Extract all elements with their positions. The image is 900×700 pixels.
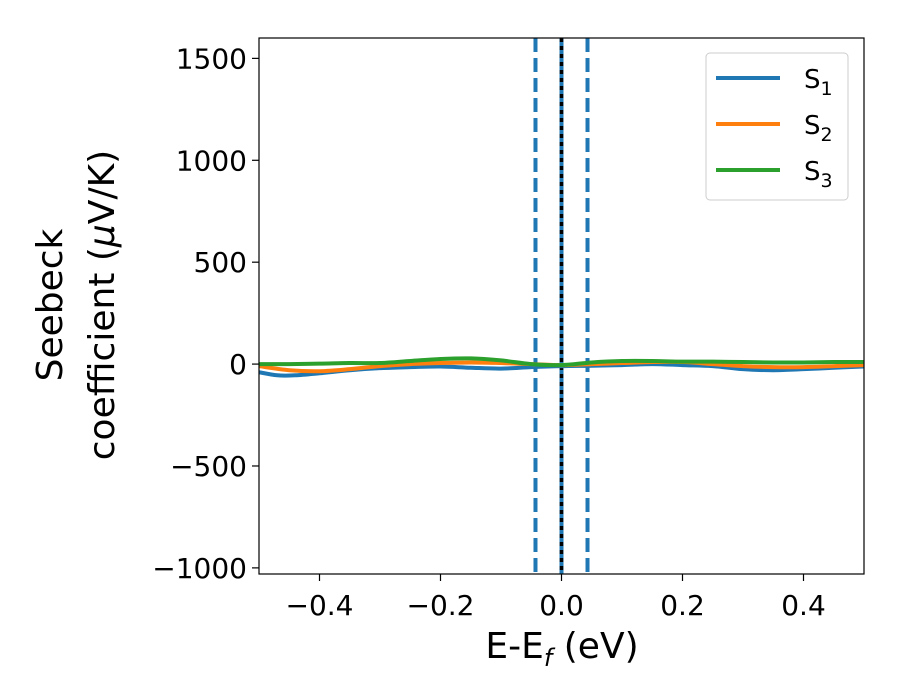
series-line-s3 bbox=[259, 356, 864, 368]
x-tick-label: 0.2 bbox=[660, 589, 705, 622]
y-axis-title-prefix: coefficient ( bbox=[82, 247, 123, 460]
y-tick-label: −1000 bbox=[152, 552, 247, 585]
x-axis-title-tail: (eV) bbox=[552, 626, 638, 667]
y-tick-label: 1500 bbox=[176, 42, 247, 75]
y-axis-ticks: −1000 −500 0 500 1000 1500 bbox=[152, 42, 259, 585]
x-axis-ticks: −0.4 −0.2 0.0 0.2 0.4 bbox=[286, 574, 826, 622]
y-axis-title-suffix: V/K) bbox=[82, 150, 123, 224]
y-axis-title-line1: Seebeck bbox=[30, 228, 71, 381]
y-tick-label: 0 bbox=[229, 348, 247, 381]
y-tick-label: 500 bbox=[194, 246, 247, 279]
x-axis-title: E-Ef (eV) bbox=[485, 626, 638, 672]
legend: S1 S2 S3 bbox=[705, 52, 849, 201]
y-tick-label: 1000 bbox=[176, 144, 247, 177]
legend-label-s1: S1 bbox=[804, 65, 833, 100]
x-tick-label: 0.0 bbox=[539, 589, 584, 622]
y-tick-label: −500 bbox=[170, 450, 247, 483]
y-axis-title-mu: μ bbox=[82, 224, 123, 248]
series-lines bbox=[259, 356, 864, 378]
vertical-reference-lines bbox=[533, 38, 590, 574]
x-tick-label: −0.2 bbox=[407, 589, 475, 622]
x-tick-label: −0.4 bbox=[286, 589, 354, 622]
legend-label-s2: S2 bbox=[804, 111, 833, 146]
x-axis-title-main: E-E bbox=[485, 626, 543, 667]
legend-label-s3: S3 bbox=[804, 157, 833, 192]
y-axis-title-line2: coefficient (μV/K) bbox=[82, 150, 123, 460]
x-tick-label: 0.4 bbox=[781, 589, 826, 622]
legend-box bbox=[705, 52, 849, 201]
